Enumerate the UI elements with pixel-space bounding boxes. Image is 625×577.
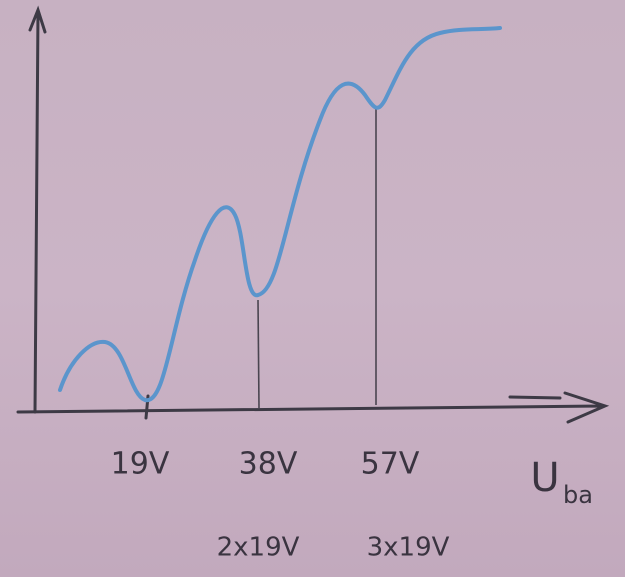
guide-38v (258, 300, 259, 408)
axis-label-sub: ba (563, 481, 593, 509)
tick-label: 19V (111, 447, 170, 482)
tick-label: 38V (239, 447, 298, 482)
tick-label: 57V (361, 447, 420, 482)
whiteboard-sketch: 19V 38V 57V U ba 2x19V 3x19V (0, 0, 625, 577)
tick-note: 3x19V (367, 533, 450, 563)
tick-note: 2x19V (217, 533, 300, 563)
axis-label: U (530, 455, 559, 501)
